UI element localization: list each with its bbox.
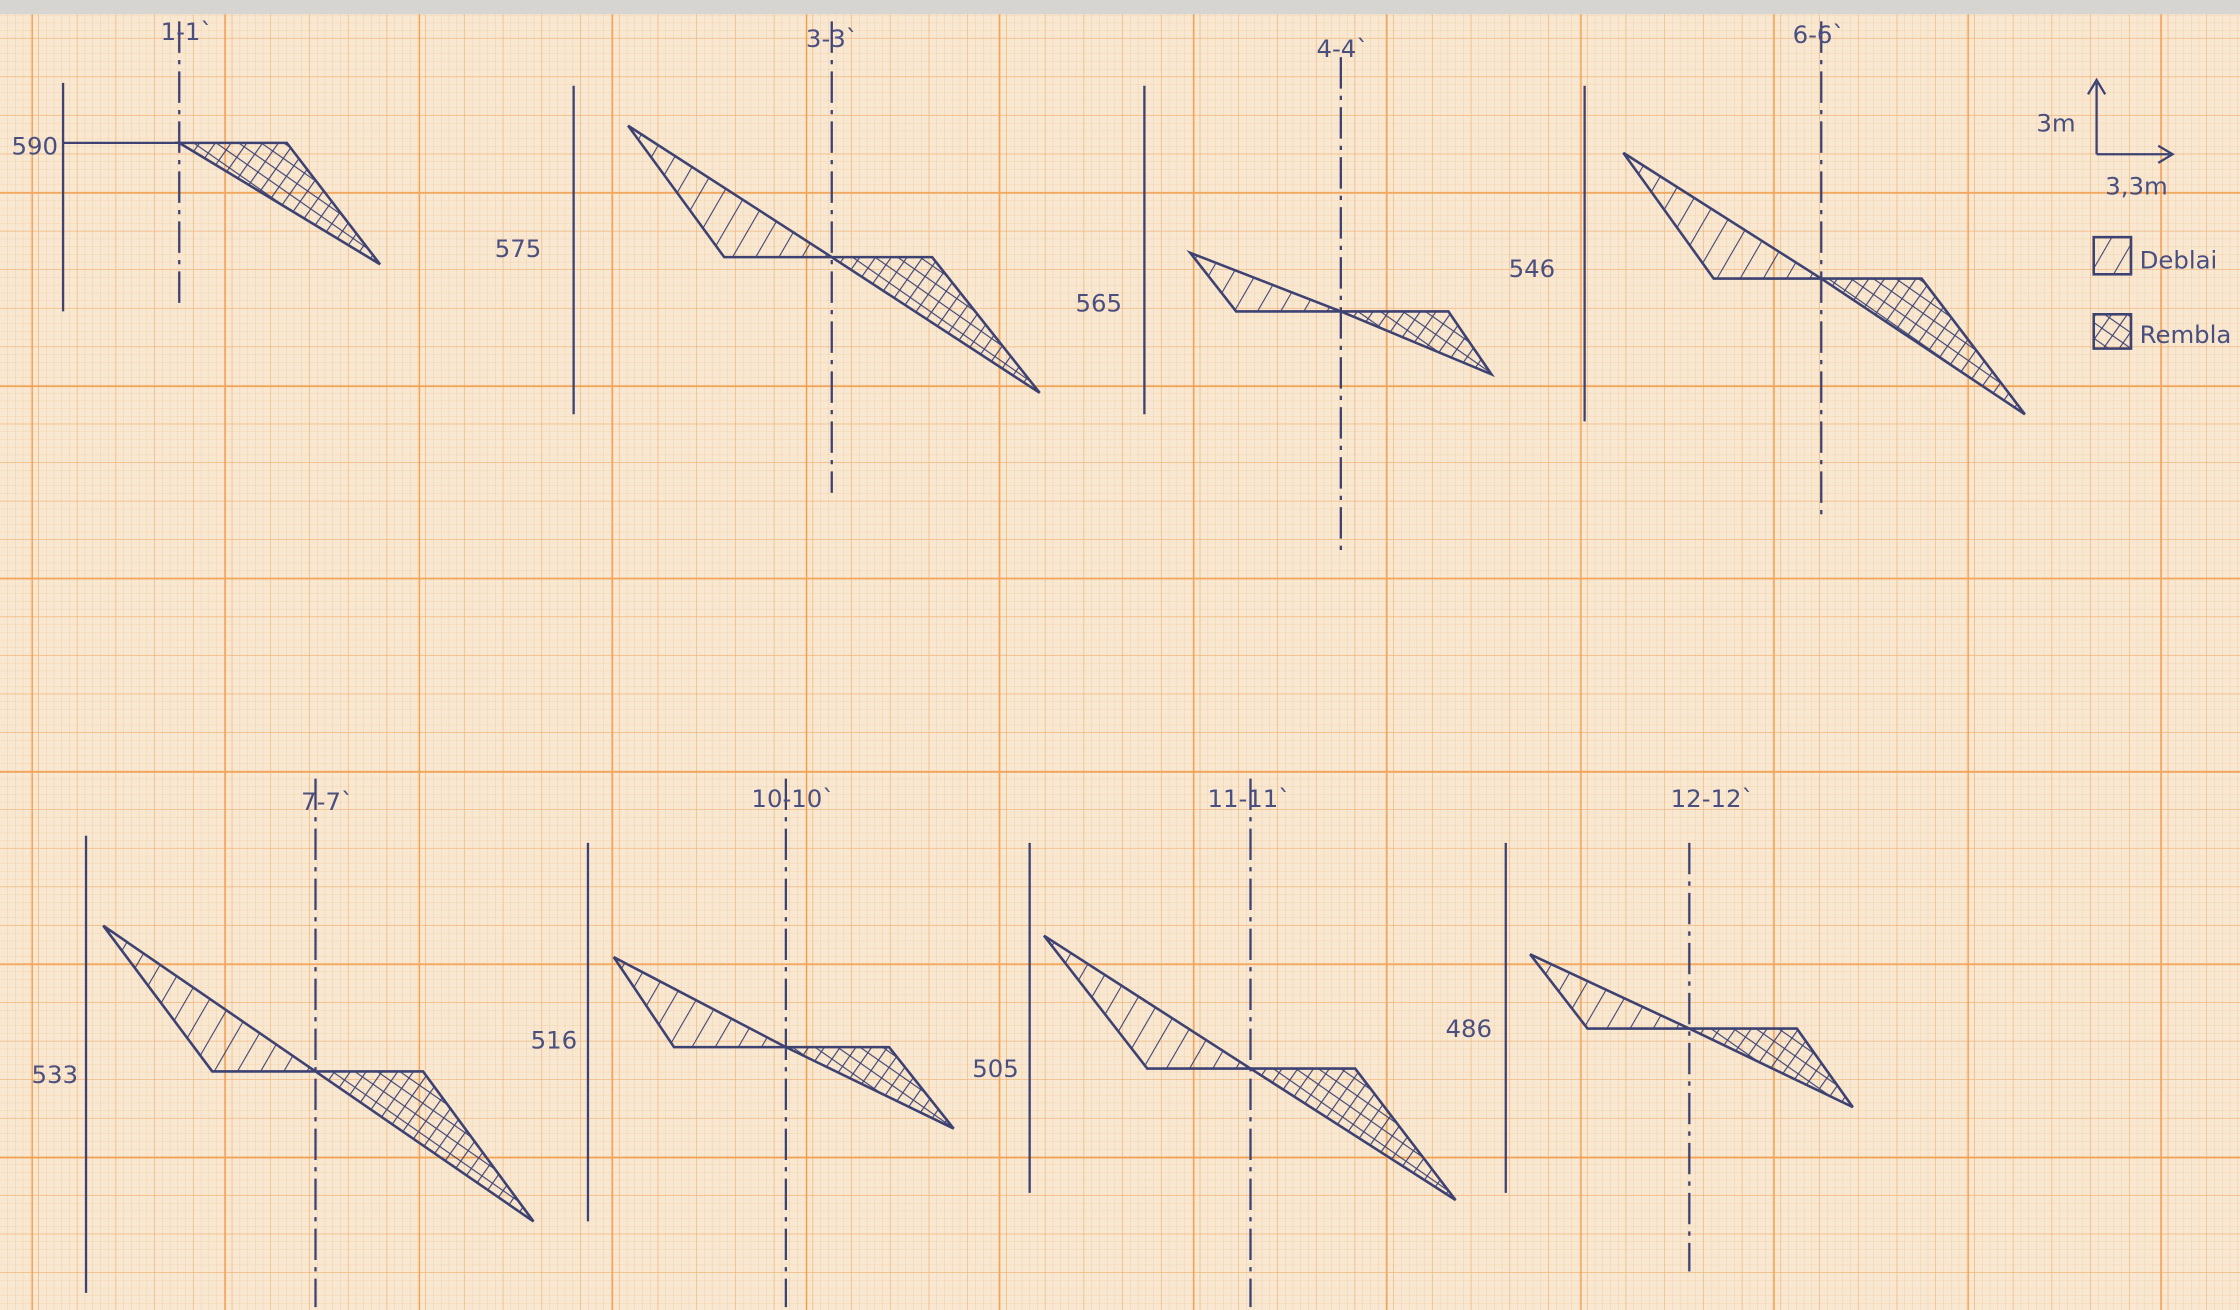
section-label: 7-7` — [301, 787, 353, 816]
top-strip — [0, 0, 2240, 14]
section-label: 4-4` — [1316, 34, 1368, 63]
graph-paper-sheet: 1-1` 590 3-3` 575 4-4` 565 6-6` 546 7-7`… — [0, 0, 2240, 1310]
legend-item: Rembla — [2140, 320, 2232, 349]
elevation: 505 — [972, 1054, 1019, 1083]
legend-item: Deblai — [2140, 246, 2218, 275]
elevation: 575 — [495, 234, 542, 263]
elevation: 516 — [531, 1026, 578, 1055]
section-label: 10-10` — [751, 784, 834, 813]
scale-horizontal: 3,3m — [2105, 171, 2168, 200]
elevation: 565 — [1076, 288, 1123, 317]
elevation: 486 — [1446, 1014, 1493, 1043]
section-label: 1-1` — [161, 17, 213, 46]
section-label: 11-11` — [1207, 784, 1290, 813]
elevation: 546 — [1509, 254, 1556, 283]
grid-major — [0, 0, 2240, 1310]
section-label: 12-12` — [1671, 784, 1754, 813]
scale-vertical: 3m — [2036, 108, 2075, 137]
section-label: 3-3` — [806, 24, 858, 53]
elevation: 590 — [11, 131, 58, 160]
elevation: 533 — [32, 1060, 79, 1089]
section-label: 6-6` — [1793, 20, 1845, 49]
